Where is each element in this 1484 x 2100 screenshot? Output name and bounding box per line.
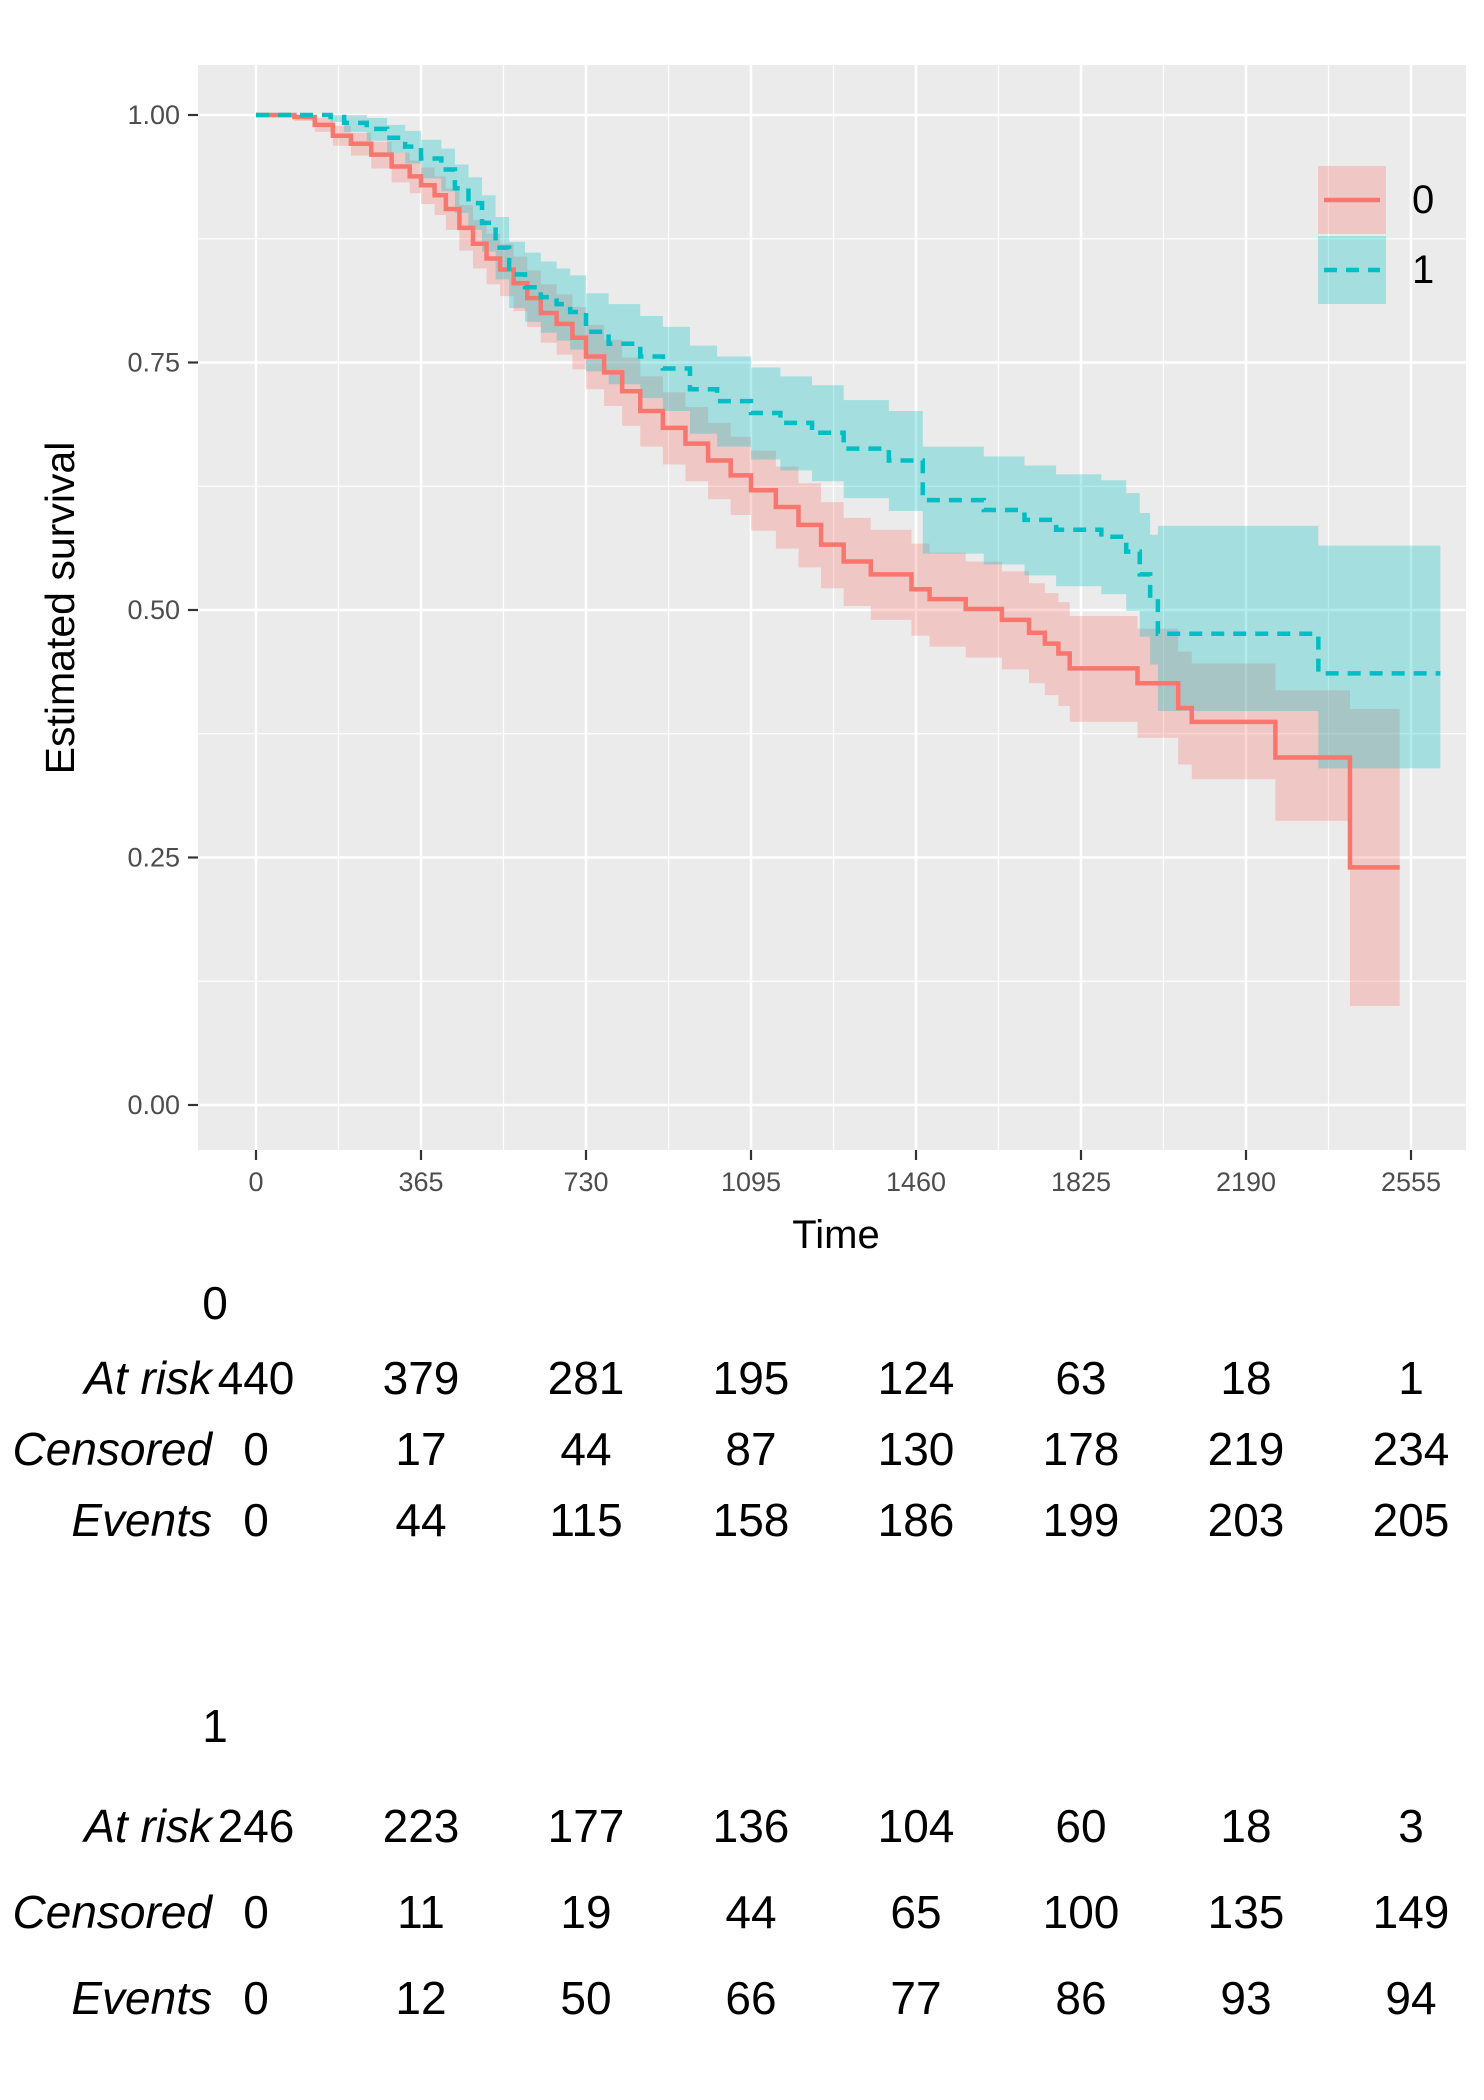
x-tick-label: 1460 [886,1167,946,1197]
risk-value: 3 [1398,1800,1424,1852]
risk-value: 50 [560,1972,611,2024]
risk-value: 65 [890,1886,941,1938]
risk-value: 158 [713,1494,790,1546]
risk-value: 44 [725,1886,776,1938]
risk-value: 223 [383,1800,460,1852]
x-tick-label: 730 [563,1167,608,1197]
risk-value: 104 [878,1800,955,1852]
confidence-band-0 [256,115,1400,1006]
risk-row-label: Censored [13,1423,214,1475]
risk-value: 136 [713,1800,790,1852]
y-tick-label: 0.25 [127,843,180,873]
risk-table-1: 1 At risk 246 223 177 136 104 60 18 3 Censored 0 11 1… [13,1700,1450,2024]
risk-value: 12 [395,1972,446,2024]
y-tick-label: 0.50 [127,595,180,625]
risk-value: 149 [1373,1886,1450,1938]
risk-value: 44 [395,1494,446,1546]
risk-value: 203 [1208,1494,1285,1546]
risk-value: 178 [1043,1423,1120,1475]
risk-value: 246 [218,1800,295,1852]
risk-value: 100 [1043,1886,1120,1938]
risk-table-title: 0 [202,1277,228,1329]
risk-value: 186 [878,1494,955,1546]
risk-value: 177 [548,1800,625,1852]
y-tick-label: 1.00 [127,100,180,130]
x-tick-label: 2555 [1381,1167,1441,1197]
risk-value: 44 [560,1423,611,1475]
risk-value: 93 [1220,1972,1271,2024]
plot-panel [198,65,1466,1150]
risk-value: 60 [1055,1800,1106,1852]
x-tick-labels: 0 365 730 1095 1460 1825 2190 2555 [248,1167,1441,1197]
risk-value: 0 [243,1972,269,2024]
confidence-bands [256,115,1441,1006]
risk-value: 379 [383,1352,460,1404]
survival-curve-0 [256,112,1400,870]
risk-value: 205 [1373,1494,1450,1546]
confidence-band-1 [256,115,1441,769]
axis-ticks [188,113,1413,1160]
survival-curves [256,112,1441,870]
risk-row-label: At risk [81,1800,214,1852]
risk-value: 440 [218,1352,295,1404]
risk-value: 124 [878,1352,955,1404]
y-tick-label: 0.00 [127,1090,180,1120]
risk-value: 18 [1220,1352,1271,1404]
risk-row-label: Events [71,1972,212,2024]
x-tick-label: 0 [248,1167,263,1197]
risk-value: 281 [548,1352,625,1404]
risk-value: 77 [890,1972,941,2024]
y-tick-labels: 0.00 0.25 0.50 0.75 1.00 [127,100,180,1120]
x-tick-label: 365 [398,1167,443,1197]
x-axis-title: Time [792,1213,879,1257]
risk-value: 19 [560,1886,611,1938]
gridlines [198,65,1466,1150]
risk-row-label: At risk [81,1352,214,1404]
panel-background [198,65,1466,1150]
risk-value: 17 [395,1423,446,1475]
risk-value: 94 [1385,1972,1436,2024]
risk-value: 11 [397,1886,445,1938]
y-axis-title: Estimated survival [37,442,83,775]
risk-value: 86 [1055,1972,1106,2024]
risk-value: 87 [725,1423,776,1475]
risk-value: 66 [725,1972,776,2024]
x-tick-label: 2190 [1216,1167,1276,1197]
legend-label-1: 1 [1412,248,1434,292]
risk-value: 234 [1373,1423,1450,1475]
risk-value: 219 [1208,1423,1285,1475]
x-tick-label: 1095 [721,1167,781,1197]
risk-row-label: Censored [13,1886,214,1938]
survival-curve-1 [256,112,1441,676]
risk-value: 18 [1220,1800,1271,1852]
risk-row-label: Events [71,1494,212,1546]
risk-value: 0 [243,1423,269,1475]
legend-label-0: 0 [1412,178,1434,222]
risk-value: 1 [1398,1352,1424,1404]
risk-value: 195 [713,1352,790,1404]
risk-value: 130 [878,1423,955,1475]
risk-table-title: 1 [202,1700,228,1752]
y-tick-label: 0.75 [127,348,180,378]
x-tick-label: 1825 [1051,1167,1111,1197]
risk-value: 0 [243,1494,269,1546]
legend: 01 [1318,166,1434,304]
risk-value: 115 [549,1494,622,1546]
risk-value: 199 [1043,1494,1120,1546]
risk-value: 0 [243,1886,269,1938]
risk-value: 135 [1208,1886,1285,1938]
risk-value: 63 [1055,1352,1106,1404]
